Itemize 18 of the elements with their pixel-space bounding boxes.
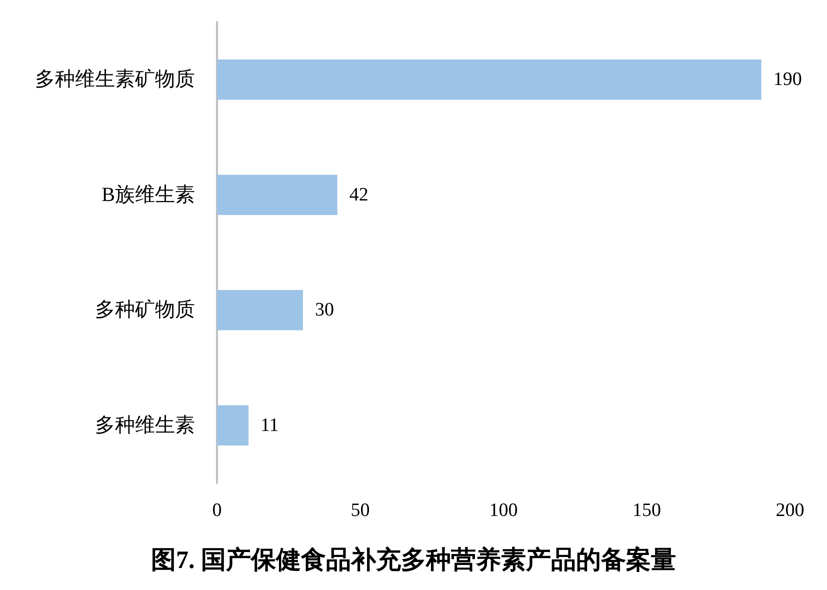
bar: [217, 405, 249, 446]
bar: [217, 290, 303, 330]
data-label: 42: [349, 184, 368, 206]
x-tick-label: 0: [212, 500, 222, 521]
y-tick-label: 多种维生素: [95, 414, 195, 436]
x-tick-label: 200: [776, 500, 804, 521]
data-label: 190: [773, 69, 802, 90]
data-label: 30: [314, 300, 334, 321]
x-tick-label: 50: [350, 500, 370, 521]
bar: [217, 174, 338, 216]
data-label: 11: [260, 414, 279, 436]
x-tick-label: 100: [489, 500, 518, 521]
y-tick-label: B族维生素: [102, 184, 195, 206]
y-tick-label: 多种维生素矿物质: [35, 68, 195, 91]
bar: [217, 59, 762, 100]
y-tick-label: 多种矿物质: [95, 299, 195, 322]
x-tick-label: 150: [632, 500, 661, 521]
text: 图7. 国产保健食品补充多种营养素产品的备案量: [151, 545, 676, 574]
